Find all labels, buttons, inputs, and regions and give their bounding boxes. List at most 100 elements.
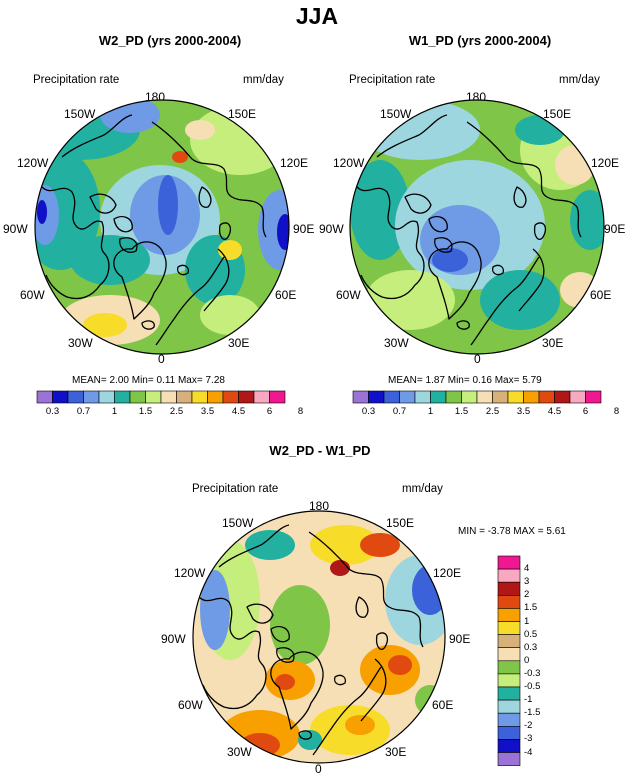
panel-3-lon-120w: 120W bbox=[174, 566, 206, 580]
panel-2-colorbar-swatch bbox=[461, 390, 478, 404]
panel-1-colorbar-swatch bbox=[67, 390, 84, 404]
panel-2-colorbar-tick-label: 1 bbox=[427, 406, 434, 417]
panel-3-colorbar-swatch bbox=[497, 699, 521, 714]
panel-3-colorbar-tick-label: 2 bbox=[524, 589, 530, 601]
panel-3-colorbar-swatch bbox=[497, 568, 521, 583]
panel-3-colorbar bbox=[497, 555, 521, 766]
panel-3-colorbar-tick-label: -1 bbox=[524, 694, 533, 706]
panel-2-colorbar-swatch bbox=[492, 390, 509, 404]
panel-3-lon-120e: 120E bbox=[433, 566, 462, 580]
panel-2-colorbar bbox=[352, 390, 602, 404]
panel-3-lon-150w: 150W bbox=[222, 516, 254, 530]
panel-3-colorbar-tick-label: -4 bbox=[524, 746, 533, 758]
panel-2-colorbar-tick-label: 0.3 bbox=[361, 406, 376, 417]
panel-2-colorbar-tick-label: 6 bbox=[582, 406, 589, 417]
panel-1-variable-label: Precipitation rate bbox=[33, 74, 120, 86]
panel-3-lon-90w: 90W bbox=[161, 632, 186, 646]
panel-3-stats: MIN = -3.78 MAX = 5.61 bbox=[458, 526, 566, 537]
panel-1-colorbar-swatch bbox=[145, 390, 162, 404]
panel-1-lon-60w: 60W bbox=[20, 288, 45, 302]
panel-3-colorbar-swatch bbox=[497, 673, 521, 688]
panel-3-colorbar-swatch bbox=[497, 555, 521, 570]
panel-1-colorbar-tick-label: 6 bbox=[266, 406, 273, 417]
panel-2-colorbar-tick-label: 1.5 bbox=[454, 406, 469, 417]
panel-1-colorbar-tick-label: 4.5 bbox=[231, 406, 246, 417]
panel-3-colorbar-swatch bbox=[497, 712, 521, 727]
panel-3-map-border bbox=[192, 510, 446, 764]
panel-1-lon-150w: 150W bbox=[64, 107, 96, 121]
panel-3-colorbar-tick-label: -1.5 bbox=[524, 707, 541, 719]
panel-1-colorbar-swatch bbox=[191, 390, 208, 404]
panel-1-colorbar-tick-label: 0.7 bbox=[76, 406, 91, 417]
panel-2-lon-30e: 30E bbox=[542, 336, 564, 350]
panel-2-lon-120e: 120E bbox=[591, 156, 620, 170]
panel-1-title: W2_PD (yrs 2000-2004) bbox=[98, 33, 242, 48]
panel-2-colorbar-swatch bbox=[507, 390, 524, 404]
panel-1-colorbar-tick-label: 3.5 bbox=[200, 406, 215, 417]
panel-2-lon-90e: 90E bbox=[604, 222, 626, 236]
panel-2-colorbar-swatch bbox=[476, 390, 493, 404]
panel-3-colorbar-swatch bbox=[497, 725, 521, 740]
panel-2-lon-0: 0 bbox=[474, 352, 481, 366]
panel-3-colorbar-tick-label: 0.3 bbox=[524, 641, 538, 653]
panel-2-colorbar-tick-label: 3.5 bbox=[516, 406, 531, 417]
panel-1-colorbar-swatch bbox=[253, 390, 270, 404]
panel-2-lon-60w: 60W bbox=[336, 288, 361, 302]
panel-1-lon-120w: 120W bbox=[17, 156, 49, 170]
panel-2-colorbar-swatch bbox=[569, 390, 586, 404]
panel-3-colorbar-tick-label: 4 bbox=[524, 563, 530, 575]
panel-1-colorbar-swatch bbox=[129, 390, 146, 404]
panel-2-colorbar-swatch bbox=[523, 390, 540, 404]
panel-3-colorbar-swatch bbox=[497, 752, 521, 766]
panel-1-colorbar-tick-label: 2.5 bbox=[169, 406, 184, 417]
panel-2-lon-120w: 120W bbox=[333, 156, 365, 170]
panel-3-colorbar-tick-label: 1 bbox=[524, 615, 530, 627]
panel-3-colorbar-swatch bbox=[497, 647, 521, 662]
panel-2-colorbar-tick-label: 4.5 bbox=[547, 406, 562, 417]
panel-1-stats: MEAN= 2.00 Min= 0.11 Max= 7.28 bbox=[72, 375, 225, 386]
main-title: JJA bbox=[295, 3, 339, 29]
panel-1-colorbar-swatch bbox=[36, 390, 53, 404]
panel-3-lon-90e: 90E bbox=[449, 632, 471, 646]
panel-1-lon-60e: 60E bbox=[275, 288, 297, 302]
panel-1-colorbar-swatch bbox=[269, 390, 286, 404]
panel-3-colorbar-tick-label: 3 bbox=[524, 576, 530, 588]
panel-1-colorbar-tick-label: 1.5 bbox=[138, 406, 153, 417]
panel-3-colorbar-swatch bbox=[497, 686, 521, 701]
panel-2-colorbar-swatch bbox=[585, 390, 602, 404]
panel-3-colorbar-tick-label: 0.5 bbox=[524, 628, 538, 640]
panel-1-map-border bbox=[34, 99, 290, 355]
panel-1-colorbar bbox=[36, 390, 286, 404]
panel-2-colorbar-tick-label: 8 bbox=[613, 406, 620, 417]
panel-3-colorbar-swatch bbox=[497, 581, 521, 596]
panel-1-lon-150e: 150E bbox=[228, 107, 257, 121]
panel-3-colorbar-tick-label: -0.5 bbox=[524, 681, 541, 692]
panel-1-colorbar-swatch bbox=[52, 390, 69, 404]
panel-2-colorbar-swatch bbox=[399, 390, 416, 404]
panel-3-lon-180: 180 bbox=[309, 499, 330, 513]
panel-3-lon-60e: 60E bbox=[432, 698, 454, 712]
panel-1-lon-0: 0 bbox=[158, 352, 165, 366]
panel-1-lon-90w: 90W bbox=[3, 222, 28, 236]
panel-2-map-border bbox=[349, 99, 605, 355]
panel-2-lon-150w: 150W bbox=[380, 107, 412, 121]
panel-2-lon-60e: 60E bbox=[590, 288, 612, 302]
panel-2-colorbar-swatch bbox=[538, 390, 555, 404]
panel-2-colorbar-swatch bbox=[352, 390, 369, 404]
panel-1-colorbar-swatch bbox=[114, 390, 131, 404]
panel-1-colorbar-swatch bbox=[176, 390, 193, 404]
panel-1-lon-120e: 120E bbox=[280, 156, 309, 170]
panel-3-units-label: mm/day bbox=[402, 483, 443, 495]
panel-1-lon-30e: 30E bbox=[228, 336, 250, 350]
panel-2-lon-150e: 150E bbox=[543, 107, 572, 121]
panel-3-colorbar-tick-label: -0.3 bbox=[524, 667, 541, 679]
panel-3-map bbox=[193, 511, 445, 763]
panel-3-colorbar-swatch bbox=[497, 634, 521, 648]
panel-2-title: W1_PD (yrs 2000-2004) bbox=[408, 33, 552, 48]
panel-3-lon-30e: 30E bbox=[385, 745, 407, 759]
panel-3-colorbar-swatch bbox=[497, 621, 521, 635]
panel-2-colorbar-tick-label: 2.5 bbox=[485, 406, 500, 417]
panel-2-stats: MEAN= 1.87 Min= 0.16 Max= 5.79 bbox=[388, 375, 542, 386]
panel-3-colorbar-tick-label: 0 bbox=[524, 654, 530, 666]
